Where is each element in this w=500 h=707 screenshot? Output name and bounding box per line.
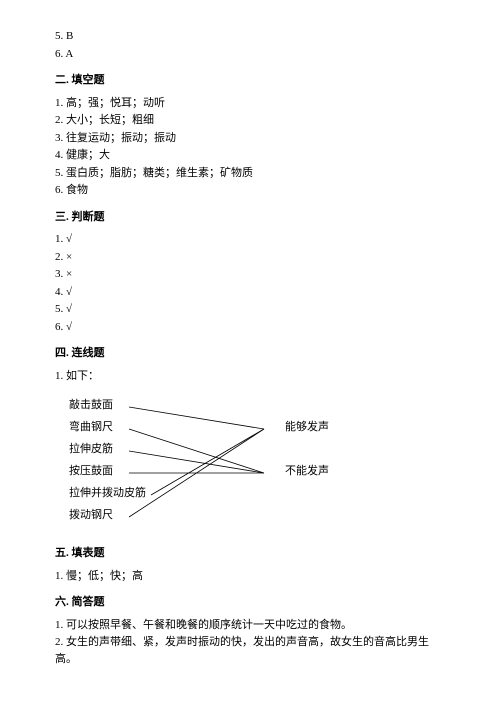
matching-left-label: 弯曲钢尺 [69, 419, 113, 436]
answer-item: 5. B [55, 28, 445, 45]
fill-item: 2. 大小；长短；粗细 [55, 112, 445, 129]
section-title-5: 五. 填表题 [55, 545, 445, 562]
answer-item: 6. A [55, 46, 445, 63]
judge-item: 1. √ [55, 231, 445, 248]
section-title-6: 六. 简答题 [55, 594, 445, 611]
matching-left-label: 拨动钢尺 [69, 507, 113, 524]
section-title-3: 三. 判断题 [55, 209, 445, 226]
judge-item: 3. × [55, 266, 445, 283]
fill-item: 5. 蛋白质；脂肪；糖类；维生素；矿物质 [55, 165, 445, 182]
matching-intro: 1. 如下： [55, 368, 445, 385]
matching-left-label: 拉伸皮筋 [69, 441, 113, 458]
matching-right-label: 不能发声 [285, 463, 329, 480]
table-fill-item: 1. 慢；低；快；高 [55, 568, 445, 585]
section-title-4: 四. 连线题 [55, 345, 445, 362]
short-answer-item: 1. 可以按照早餐、午餐和晚餐的顺序统计一天中吃过的食物。 [55, 617, 445, 634]
fill-item: 3. 往复运动；振动；振动 [55, 130, 445, 147]
short-answer-item: 2. 女生的声带细、紧，发声时振动的快，发出的声音高，故女生的音高比男生高。 [55, 634, 445, 667]
judge-item: 5. √ [55, 301, 445, 318]
matching-left-label: 拉伸并拨动皮筋 [69, 485, 146, 502]
fill-item: 4. 健康；大 [55, 147, 445, 164]
section-title-2: 二. 填空题 [55, 72, 445, 89]
matching-left-label: 敲击鼓面 [69, 397, 113, 414]
judge-item: 2. × [55, 249, 445, 266]
judge-item: 4. √ [55, 284, 445, 301]
fill-item: 6. 食物 [55, 182, 445, 199]
matching-diagram: 敲击鼓面弯曲钢尺拉伸皮筋按压鼓面拉伸并拨动皮筋拨动钢尺 能够发声不能发声 [69, 395, 329, 535]
fill-item: 1. 高；强；悦耳；动听 [55, 95, 445, 112]
judge-item: 6. √ [55, 319, 445, 336]
matching-right-label: 能够发声 [285, 419, 329, 436]
matching-left-label: 按压鼓面 [69, 463, 113, 480]
